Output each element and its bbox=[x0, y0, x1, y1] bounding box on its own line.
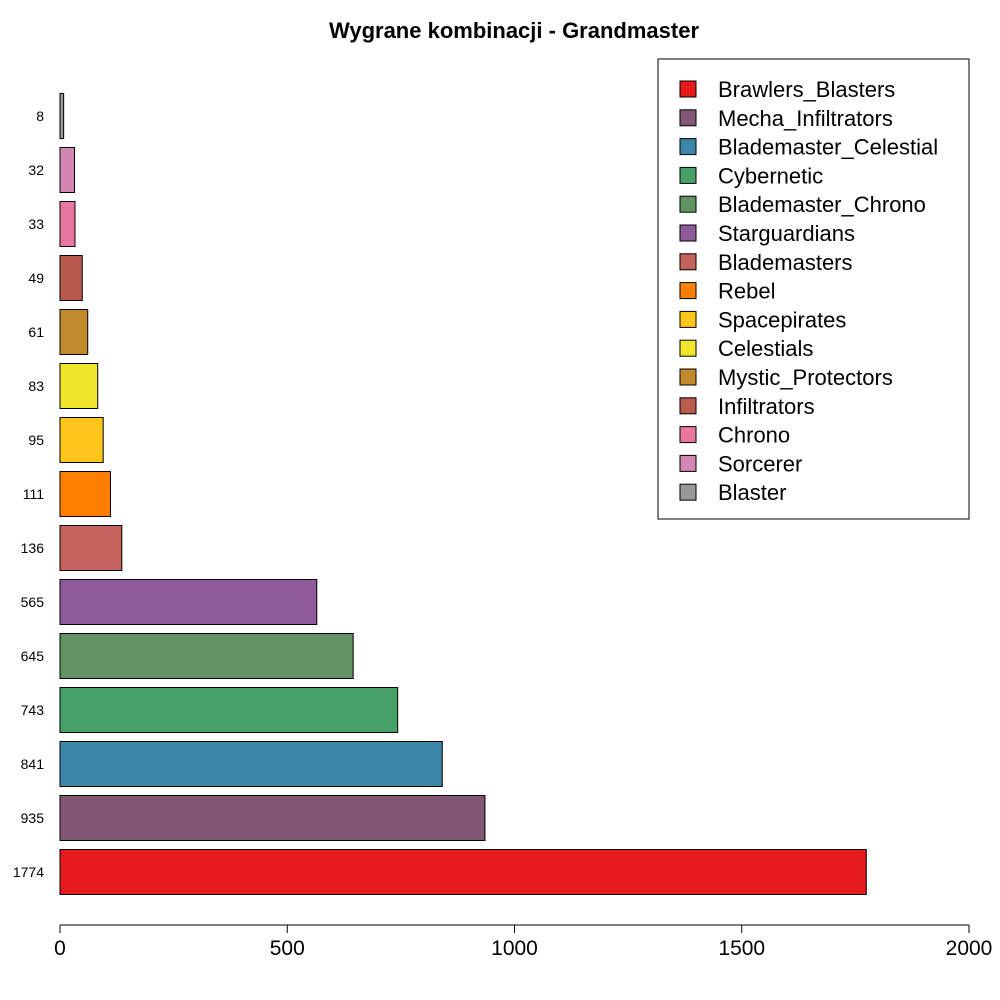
legend-swatch bbox=[679, 397, 697, 415]
legend-entry-label: Blaster bbox=[718, 480, 786, 505]
legend-entry-label: Blademaster_Celestial bbox=[718, 135, 938, 160]
bar-value-label: 645 bbox=[21, 648, 45, 664]
bar-value-label: 95 bbox=[28, 432, 44, 448]
bar-value-label: 83 bbox=[28, 378, 44, 394]
bar-value-label: 565 bbox=[21, 594, 45, 610]
x-tick-label: 1500 bbox=[718, 937, 765, 960]
legend-swatch bbox=[679, 368, 697, 386]
bar-sorcerer bbox=[59, 147, 76, 193]
legend-entry-label: Blademaster_Chrono bbox=[718, 192, 926, 217]
legend-entry-label: Brawlers_Blasters bbox=[718, 77, 895, 102]
x-tick-label: 500 bbox=[270, 937, 305, 960]
bar-value-label: 1774 bbox=[13, 864, 44, 880]
bar-infiltrators bbox=[59, 255, 83, 301]
legend-swatch bbox=[679, 253, 697, 271]
bar-value-label: 32 bbox=[28, 162, 44, 178]
legend-swatch bbox=[679, 454, 697, 472]
bar-blademaster-celestial bbox=[59, 741, 443, 787]
legend-swatch bbox=[679, 483, 697, 501]
chart-title: Wygrane kombinacji - Grandmaster bbox=[329, 18, 699, 43]
legend-entry-label: Starguardians bbox=[718, 221, 855, 246]
legend-swatch bbox=[679, 282, 697, 300]
bar-value-label: 49 bbox=[28, 270, 44, 286]
legend-entry-label: Sorcerer bbox=[718, 451, 802, 476]
x-tick-label: 1000 bbox=[491, 937, 538, 960]
legend-entry-label: Rebel bbox=[718, 279, 775, 304]
x-tick-label: 0 bbox=[54, 937, 66, 960]
legend-entry-label: Chrono bbox=[718, 423, 790, 448]
legend-swatch bbox=[679, 310, 697, 328]
legend-entry-label: Infiltrators bbox=[718, 394, 815, 419]
bar-value-label: 8 bbox=[36, 108, 44, 124]
bar-starguardians bbox=[59, 579, 318, 625]
bar-mecha-infiltrators bbox=[59, 795, 486, 841]
bar-spacepirates bbox=[59, 417, 104, 463]
bars-group bbox=[59, 93, 867, 895]
x-tick-label: 2000 bbox=[946, 937, 993, 960]
legend-swatch bbox=[679, 166, 697, 184]
x-axis: 0 500 1000 1500 2000 bbox=[54, 924, 993, 960]
bar-celestials bbox=[59, 363, 99, 409]
legend-swatch bbox=[679, 80, 697, 98]
bar-value-label: 841 bbox=[21, 756, 45, 772]
legend-entry-label: Mystic_Protectors bbox=[718, 365, 893, 390]
legend-swatch bbox=[679, 195, 697, 213]
legend-entry-label: Cybernetic bbox=[718, 163, 823, 188]
bar-value-label: 136 bbox=[21, 540, 45, 556]
bar-cybernetic bbox=[59, 687, 399, 733]
bar-brawlers-blasters bbox=[59, 849, 867, 895]
legend: Brawlers_Blasters Mecha_Infiltrators Blade… bbox=[657, 58, 970, 520]
bar-rebel bbox=[59, 471, 111, 517]
legend-swatch bbox=[679, 138, 697, 156]
bar-value-label: 61 bbox=[28, 324, 44, 340]
bar-chrono bbox=[59, 201, 76, 247]
legend-swatch bbox=[679, 109, 697, 127]
legend-swatch bbox=[679, 426, 697, 444]
legend-entry-label: Spacepirates bbox=[718, 307, 846, 332]
bar-value-label: 111 bbox=[23, 486, 44, 502]
bar-value-label: 935 bbox=[21, 810, 45, 826]
bar-blaster bbox=[59, 93, 65, 139]
legend-swatch bbox=[679, 339, 697, 357]
legend-entry-label: Blademasters bbox=[718, 250, 853, 275]
bar-value-labels: 1774 935 841 743 645 565 136 111 95 83 61 49 33 32 8 bbox=[13, 108, 44, 880]
bar-blademasters bbox=[59, 525, 123, 571]
legend-swatch bbox=[679, 224, 697, 242]
legend-entry-label: Celestials bbox=[718, 336, 813, 361]
bar-value-label: 743 bbox=[21, 702, 45, 718]
legend-box bbox=[657, 58, 970, 520]
bar-value-label: 33 bbox=[28, 216, 44, 232]
legend-entry-label: Mecha_Infiltrators bbox=[718, 106, 893, 131]
bar-mystic-protectors bbox=[59, 309, 89, 355]
bar-blademaster-chrono bbox=[59, 633, 354, 679]
